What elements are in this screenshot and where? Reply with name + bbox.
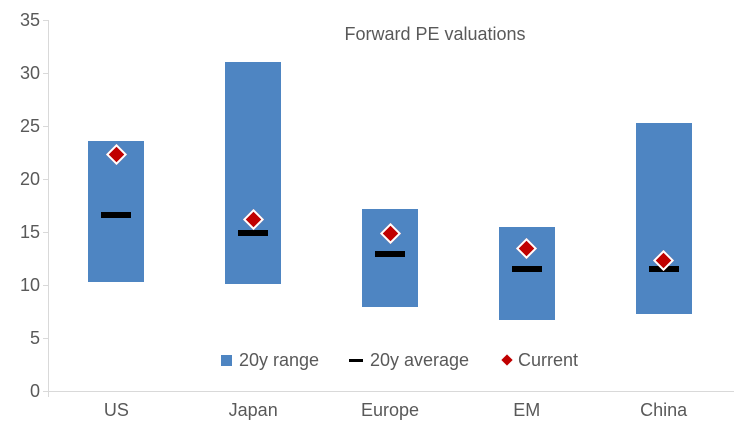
y-axis-tick-mark	[43, 73, 49, 74]
average-dash-japan	[238, 230, 269, 237]
y-axis-tick-mark	[43, 285, 49, 286]
y-axis-tick-label: 35	[19, 10, 40, 30]
y-axis-tick-label: 20	[19, 169, 40, 189]
range-swatch-icon	[221, 354, 232, 366]
average-dash-us	[101, 212, 132, 219]
y-axis-tick-mark	[43, 338, 49, 339]
y-axis-tick-label: 5	[29, 328, 40, 348]
x-axis-label-china: China	[640, 400, 688, 420]
x-axis-label-europe: Europe	[360, 400, 420, 420]
y-axis-tick-label: 25	[19, 116, 40, 136]
y-axis-tick-mark	[43, 232, 49, 233]
x-axis-label-japan: Japan	[228, 400, 278, 420]
y-axis-tick-label: 10	[19, 275, 40, 295]
chart-title: Forward PE valuations	[344, 24, 526, 44]
average-dash-icon	[349, 358, 363, 362]
legend-label-current: Current	[518, 349, 579, 370]
y-axis-tick-mark	[43, 179, 49, 180]
legend: 20y range 20y average Current	[0, 348, 736, 372]
y-axis-tick-label: 30	[19, 63, 40, 83]
y-axis-tick-label: 0	[29, 381, 40, 401]
x-axis-label-us: US	[103, 400, 129, 420]
y-axis-tick-mark	[43, 20, 49, 21]
range-bar-china	[635, 122, 692, 314]
x-axis-label-em: EM	[513, 400, 541, 420]
x-axis-line	[43, 391, 734, 392]
legend-item-average: 20y average	[349, 348, 469, 372]
average-dash-em	[511, 266, 542, 273]
current-diamond-icon	[501, 354, 513, 366]
y-axis-line	[48, 20, 49, 397]
legend-label-range: 20y range	[239, 349, 320, 370]
y-axis-tick-mark	[43, 391, 49, 392]
y-axis-tick-mark	[43, 126, 49, 127]
legend-item-current: Current	[501, 348, 579, 372]
legend-label-average: 20y average	[370, 349, 470, 370]
y-axis-tick-label: 15	[19, 222, 40, 242]
range-bar-japan	[225, 62, 282, 284]
average-dash-europe	[375, 251, 405, 258]
legend-item-range: 20y range	[221, 348, 319, 372]
